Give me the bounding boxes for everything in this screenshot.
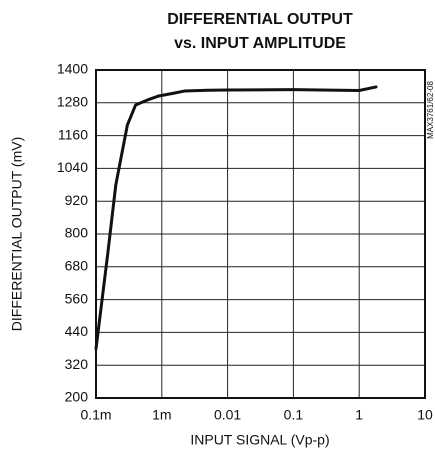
chart-title: vs. INPUT AMPLITUDE [174, 35, 346, 52]
x-tick-label: 0.1m [80, 407, 111, 423]
y-tick-label: 440 [65, 323, 89, 339]
y-tick-label: 1280 [57, 94, 88, 110]
y-axis-label: DIFFERENTIAL OUTPUT (mV) [9, 137, 25, 331]
y-tick-label: 920 [65, 192, 89, 208]
y-tick-label: 560 [65, 290, 89, 306]
plot-frame [95, 69, 426, 399]
y-tick-label: 1040 [57, 159, 88, 175]
x-tick-label: 1 [355, 407, 363, 423]
y-tick-label: 320 [65, 356, 89, 372]
chart-title: DIFFERENTIAL OUTPUT [167, 11, 353, 28]
y-tick-label: 200 [65, 389, 89, 405]
y-tick-label: 800 [65, 225, 89, 241]
y-tick-label: 1400 [57, 61, 88, 77]
y-tick-label: 1160 [58, 126, 88, 142]
x-axis-label: INPUT SIGNAL (Vp-p) [190, 432, 329, 448]
x-tick-label: 1m [152, 407, 171, 423]
y-tick-label: 680 [65, 258, 89, 274]
data-line [94, 85, 378, 351]
x-tick-label: 10 [417, 407, 433, 423]
x-tick-label: 0.01 [214, 407, 241, 423]
annotation: MAX3761/62-08 [426, 81, 435, 139]
x-tick-label: 0.1 [284, 407, 304, 423]
